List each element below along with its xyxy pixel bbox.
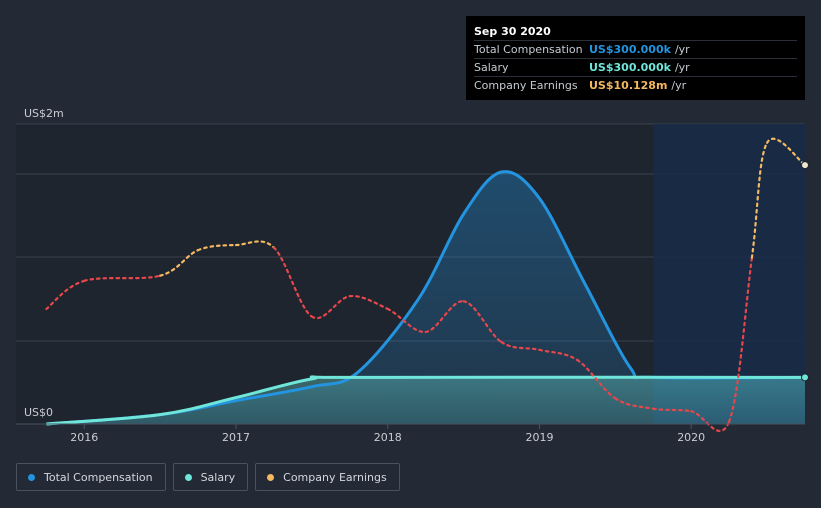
legend-item-salary[interactable]: Salary [172, 463, 249, 491]
legend-label: Salary [200, 470, 236, 484]
chart-marks [45, 137, 809, 432]
series-segment-company-earnings [196, 243, 238, 252]
tooltip-unit: /yr [674, 61, 690, 74]
legend-item-total-compensation[interactable]: Total Compensation [16, 463, 166, 491]
series-line-total-compensation [46, 170, 806, 426]
legend-label: Company Earnings [283, 470, 387, 484]
series-segment-company-earnings [386, 307, 427, 334]
legend: Total Compensation Salary Company Earnin… [16, 463, 407, 491]
series-segment-company-earnings [234, 240, 276, 249]
series-segment-company-earnings [462, 300, 503, 344]
x-axis: 2016 2017 2018 2019 2020 [16, 423, 805, 444]
x-tick-label: 2020 [677, 431, 705, 444]
tooltip-value: US$300.000k [589, 61, 671, 74]
series-segment-company-earnings [652, 407, 693, 413]
tooltip: Sep 30 2020 Total Compensation US$300.00… [466, 16, 805, 100]
tooltip-label: Total Compensation [474, 43, 583, 56]
series-segment-company-earnings [45, 279, 86, 311]
x-tick-label: 2016 [70, 431, 98, 444]
legend-item-company-earnings[interactable]: Company Earnings [255, 463, 400, 491]
series-segment-company-earnings [538, 348, 579, 362]
tooltip-row-total: Total Compensation US$300.000k /yr [474, 40, 797, 58]
series-segment-company-earnings [159, 249, 200, 277]
x-tick-label: 2019 [525, 431, 553, 444]
legend-label: Total Compensation [44, 470, 153, 484]
y-tick-label-top: US$2m [24, 107, 64, 120]
legend-dot-icon [184, 473, 192, 481]
tooltip-label: Salary [474, 61, 509, 74]
legend-dot-icon [28, 473, 35, 481]
x-tick-label: 2018 [374, 431, 402, 444]
series-line-salary [46, 375, 806, 426]
tooltip-unit: /yr [674, 43, 690, 56]
y-tick-label-bottom: US$0 [24, 406, 53, 419]
endpoint-marker-salary [801, 373, 809, 382]
series-segment-company-earnings [614, 397, 655, 410]
series-segment-company-earnings [424, 300, 465, 334]
series-segment-company-earnings [690, 410, 731, 432]
series-segment-company-earnings [83, 274, 162, 282]
tooltip-row-salary: Salary US$300.000k /yr [474, 58, 797, 76]
series-segment-company-earnings [348, 295, 389, 311]
tooltip-date: Sep 30 2020 [474, 25, 551, 38]
tooltip-value: US$10.128m [589, 79, 668, 92]
series-segment-company-earnings [272, 246, 313, 318]
tooltip-value: US$300.000k [589, 43, 671, 56]
tooltip-row-earnings: Company Earnings US$10.128m /yr [474, 76, 797, 94]
series-segment-company-earnings [310, 295, 351, 320]
highlight-band [653, 124, 805, 424]
legend-dot-icon [267, 473, 275, 481]
series-area-total-compensation [46, 171, 806, 424]
tooltip-unit: /yr [671, 79, 687, 92]
tooltip-label: Company Earnings [474, 79, 578, 92]
series-segment-company-earnings [728, 256, 753, 423]
endpoint-marker-earnings [801, 161, 809, 170]
x-tick-label: 2017 [222, 431, 250, 444]
series-segment-company-earnings [500, 341, 541, 351]
series-area-salary [46, 376, 806, 424]
series-segment-company-earnings [576, 358, 617, 400]
series-segment-company-earnings [750, 141, 769, 259]
